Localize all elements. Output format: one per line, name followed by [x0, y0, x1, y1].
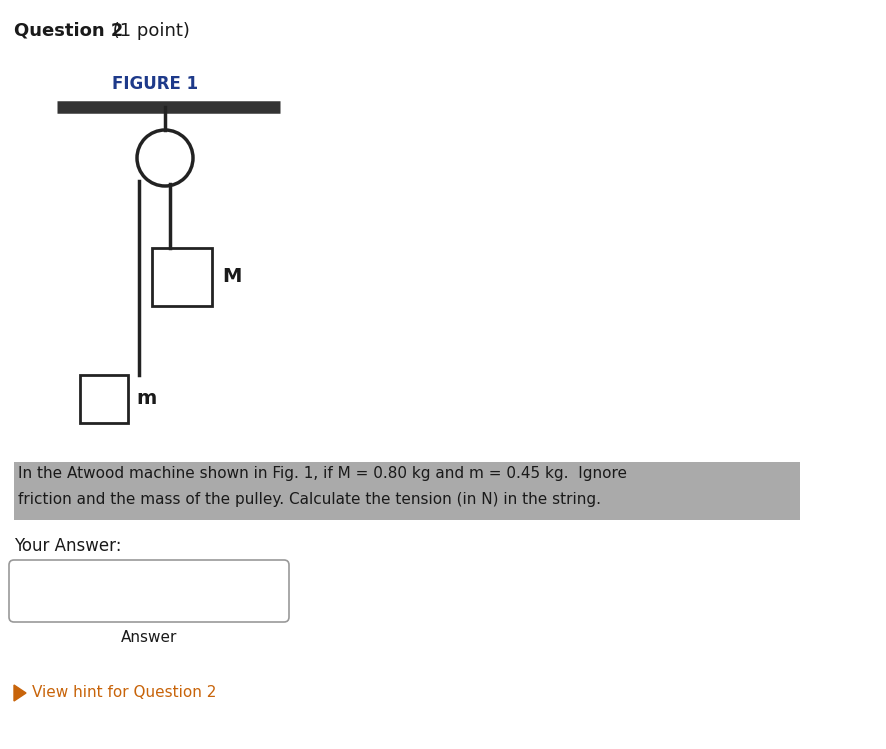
Text: M: M: [222, 267, 241, 287]
Text: View hint for Question 2: View hint for Question 2: [32, 685, 216, 700]
FancyBboxPatch shape: [9, 560, 289, 622]
Bar: [152, 248, 212, 306]
Polygon shape: [14, 685, 26, 701]
Text: (1 point): (1 point): [107, 22, 190, 40]
Text: Question 2: Question 2: [14, 22, 123, 40]
Text: Answer: Answer: [120, 630, 177, 645]
Text: friction and the mass of the pulley. Calculate the tension (in N) in the string.: friction and the mass of the pulley. Cal…: [18, 492, 601, 507]
Bar: [80, 375, 128, 423]
Text: m: m: [136, 389, 156, 408]
Text: Your Answer:: Your Answer:: [14, 537, 121, 555]
Text: FIGURE 1: FIGURE 1: [112, 75, 198, 93]
Bar: [14, 462, 799, 520]
Text: In the Atwood machine shown in Fig. 1, if M = 0.80 kg and m = 0.45 kg.  Ignore: In the Atwood machine shown in Fig. 1, i…: [18, 466, 626, 481]
